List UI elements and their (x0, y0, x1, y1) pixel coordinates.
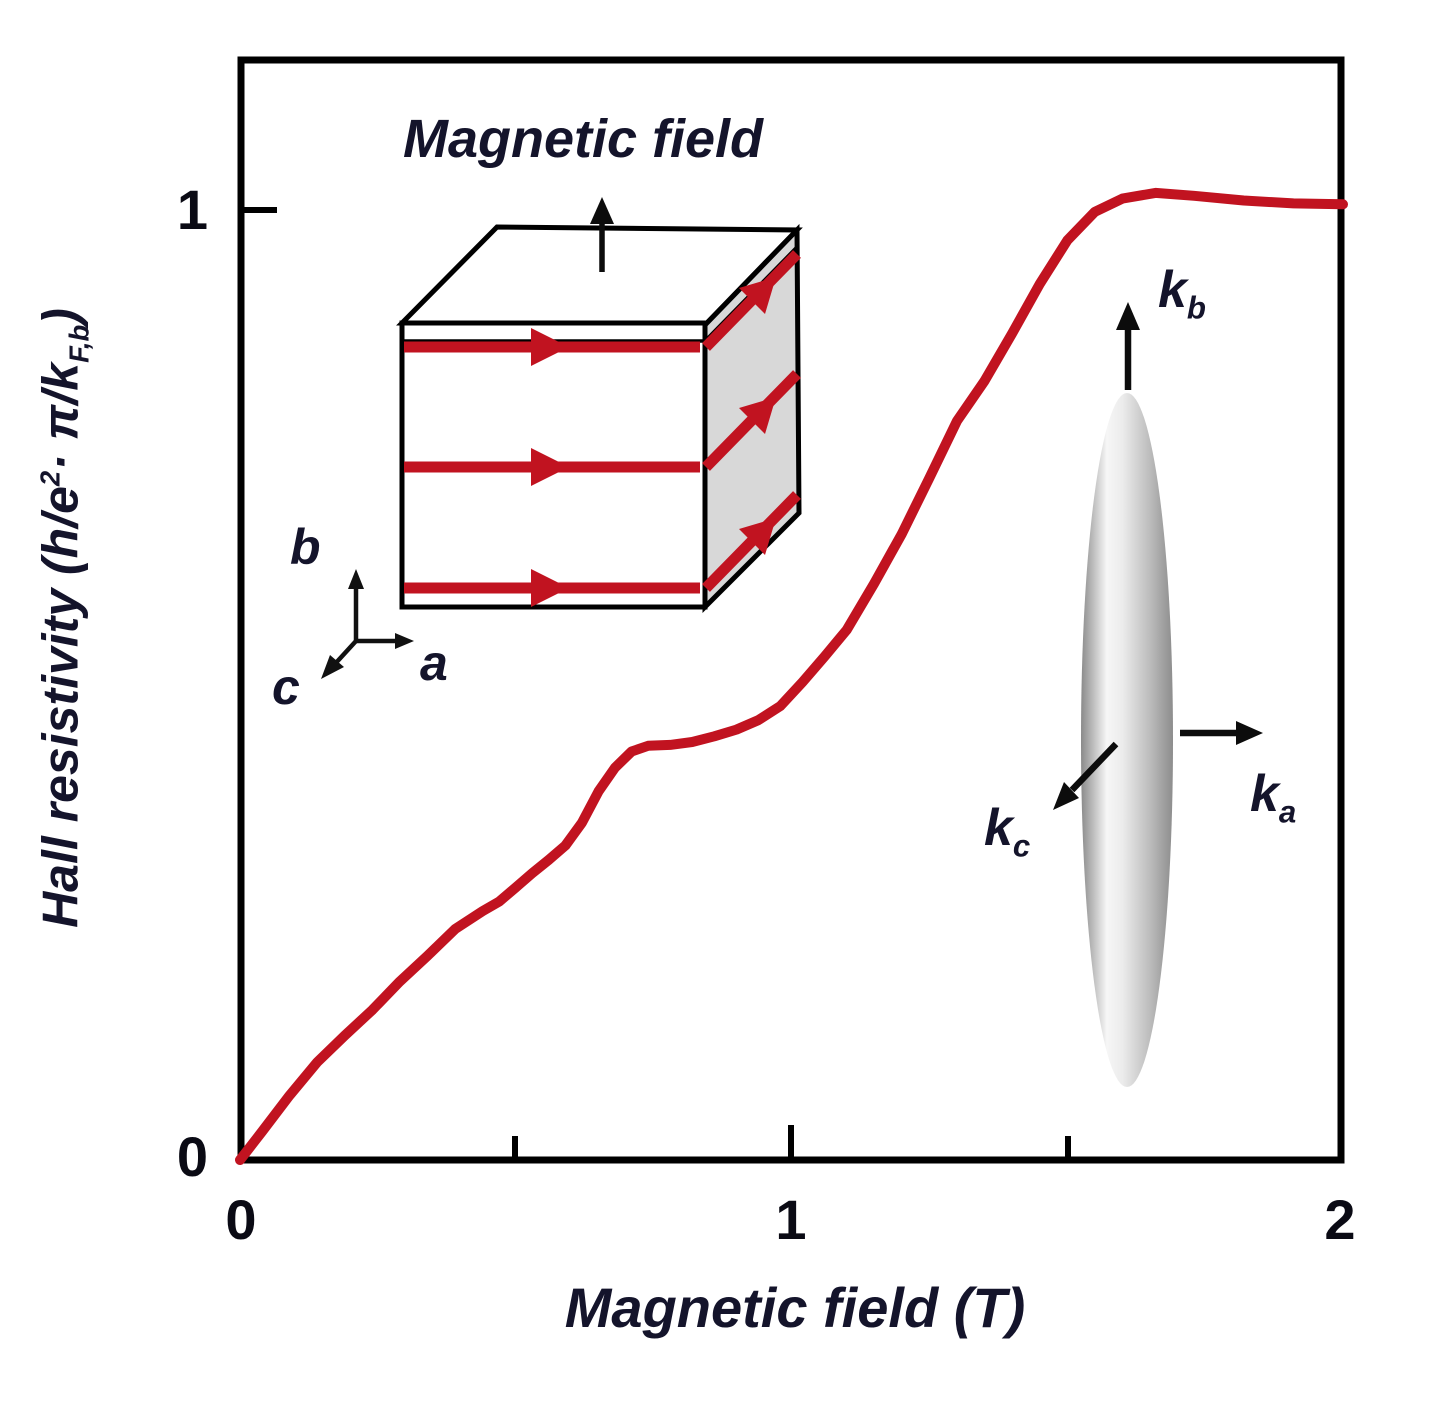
magnetic-field-arrowhead (590, 197, 614, 224)
current-arrowhead-2 (531, 448, 569, 486)
y-title-part1: Hall resistivity (h/e (32, 486, 89, 928)
ka-label-base: k (1250, 765, 1279, 823)
current-arrows-side (702, 250, 801, 592)
crystal-axis-a-label: a (420, 635, 448, 691)
kc-label-base: k (984, 799, 1013, 857)
kb-label-sub: b (1186, 290, 1206, 326)
current-arrows-front (404, 328, 700, 607)
axis-a-arrowhead (395, 633, 414, 649)
y-title-sup: 2 (34, 470, 66, 487)
current-diag-arrowhead-2 (739, 397, 776, 434)
current-diag-arrowhead-3 (739, 518, 776, 555)
x-tick-label-0: 0 (225, 1188, 257, 1251)
kc-arrow (1069, 741, 1119, 793)
current-arrowhead-3 (531, 569, 569, 607)
kc-label-sub: c (1012, 828, 1031, 864)
y-title-part3: ) (32, 308, 89, 325)
x-tick-label-1: 1 (775, 1188, 807, 1251)
axis-c-arrow (332, 639, 358, 667)
current-diag-arrowhead-1 (739, 277, 776, 314)
crystal-cube-inset (321, 197, 803, 679)
fermi-ellipsoid (1081, 393, 1173, 1087)
magnetic-field-arrow (590, 197, 614, 272)
ka-arrowhead (1236, 721, 1263, 745)
plot-frame (237, 56, 1345, 1164)
axis-c-arrowhead (321, 655, 344, 679)
k-vectors (1053, 302, 1263, 810)
crystal-axes-triad (321, 569, 414, 679)
y-tick-label-1: 1 (176, 178, 208, 241)
current-arrowhead-1 (531, 328, 569, 366)
fermi-surface-inset (1053, 302, 1263, 1087)
ka-label-sub: a (1278, 794, 1297, 830)
ka-label: ka (1250, 768, 1296, 828)
hall-resistivity-curve (235, 187, 1348, 1165)
x-tick-label-2: 2 (1324, 1188, 1356, 1251)
kb-label-base: k (1158, 261, 1187, 319)
inset-magnetic-field-title: Magnetic field (402, 109, 764, 169)
y-tick-label-0: 0 (176, 1125, 208, 1188)
y-title-sub: F,b (63, 324, 95, 363)
x-axis-title: Magnetic field (T) (564, 1276, 1026, 1339)
kb-arrowhead (1116, 302, 1140, 330)
y-title-part2: · π/k (32, 362, 89, 471)
crystal-axis-b-label: b (290, 519, 321, 575)
axis-ticks (244, 207, 1071, 1157)
crystal-axis-c-label: c (272, 659, 300, 715)
kb-label: kb (1158, 264, 1206, 324)
y-axis-title: Hall resistivity (h/e2· π/kF,b) (32, 308, 95, 928)
kc-label: kc (984, 802, 1030, 862)
kc-arrowhead (1053, 782, 1079, 810)
axis-b-arrowhead (348, 569, 364, 589)
